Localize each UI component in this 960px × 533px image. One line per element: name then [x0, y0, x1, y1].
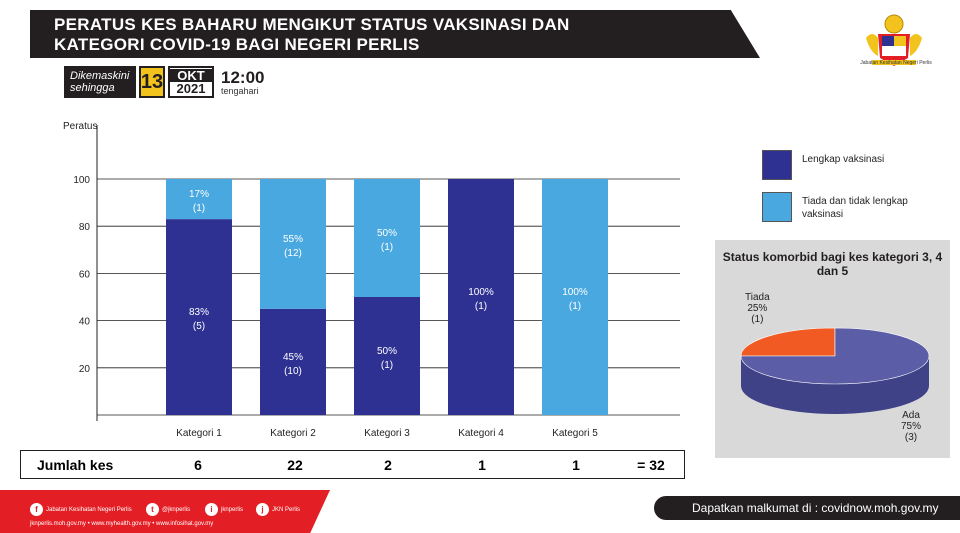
bar-3-series-2 [354, 179, 420, 297]
bar-3-series-2-pct: 50% [377, 228, 397, 239]
total-kategori-1: 6 [194, 456, 202, 473]
update-time-value: 12:00 [221, 67, 265, 87]
pie-label-tiada-name: Tiada [745, 292, 770, 303]
bar-4-series-1-pct: 100% [468, 287, 494, 298]
footer-info: Dapatkan malkumat di : covidnow.moh.gov.… [654, 496, 960, 520]
bar-3-series-2-count: (1) [381, 242, 393, 253]
bar-2-series-2-pct: 55% [283, 234, 303, 245]
total-kategori-5: 1 [572, 456, 580, 473]
bar-1-series-2 [166, 179, 232, 220]
totals-row: Jumlah kes 6 22 2 1 1 = 32 [20, 450, 685, 479]
social-facebook[interactable]: f Jabatan Kesihatan Negeri Perlis [30, 503, 132, 516]
facebook-icon: f [30, 503, 43, 516]
total-kategori-3: 2 [384, 456, 392, 473]
bar-1-series-2-count: (1) [193, 203, 205, 214]
totals-label: Jumlah kes [37, 456, 114, 473]
pie-label-ada: Ada 75% (3) [901, 410, 921, 443]
y-tick-label-80: 80 [79, 222, 91, 233]
twitter-icon: t [146, 503, 159, 516]
coat-of-arms-logo [866, 14, 922, 66]
pie-label-tiada-count: (1) [751, 314, 764, 325]
pie-side-ada [741, 356, 929, 414]
pie-label-tiada-pct: 25% [747, 303, 768, 314]
bar-3-series-1-count: (1) [381, 360, 393, 371]
update-label: Dikemaskini sehingga [64, 66, 136, 98]
social-twitter-text: @jknperlis [162, 506, 191, 513]
legend-label-lengkap: Lengkap vaksinasi [802, 154, 885, 165]
pie-label-ada-pct: 75% [901, 421, 922, 432]
x-tick-label-4: Kategori 4 [458, 428, 504, 439]
update-year: 2021 [176, 81, 206, 96]
pie-label-ada-count: (3) [904, 432, 918, 443]
y-tick-label-100: 100 [73, 175, 90, 186]
social-twitter[interactable]: t @jknperlis [146, 503, 190, 516]
legend-item-tiada: Tiada dan tidak lengkap vaksinasi [762, 192, 922, 222]
update-time-label: tengahari [221, 85, 259, 96]
bar-2-series-1-count: (10) [284, 366, 302, 377]
x-tick-label-5: Kategori 5 [552, 428, 598, 439]
comorbid-pie-panel: Status komorbid bagi kes kategori 3, 4 d… [715, 240, 950, 458]
legend-label-tiada: Tiada dan tidak lengkap vaksinasi [802, 196, 908, 220]
bar-1-series-1 [166, 219, 232, 415]
y-axis-label: Peratus [63, 121, 97, 132]
bar-3-series-1 [354, 297, 420, 415]
footer-links[interactable]: jknperlis.moh.gov.my • www.myhealth.gov.… [30, 521, 214, 527]
bar-4-series-1-count: (1) [475, 301, 487, 312]
y-tick-label-60: 60 [79, 269, 91, 280]
update-day: 13 [139, 66, 165, 98]
pie-slice-ada [740, 327, 930, 385]
total-kategori-2: 22 [287, 456, 303, 473]
bar-2-series-2-count: (12) [284, 248, 302, 259]
x-tick-label-3: Kategori 3 [364, 428, 410, 439]
y-tick-label-20: 20 [79, 364, 91, 375]
legend-swatch-tiada [762, 192, 792, 222]
bar-1-series-1-count: (5) [193, 321, 205, 332]
page-title-line1: PERATUS KES BAHARU MENGIKUT STATUS VAKSI… [54, 15, 570, 34]
bar-2-series-1 [260, 308, 326, 415]
chart-legend: Lengkap vaksinasi Tiada dan tidak lengka… [762, 150, 922, 234]
y-tick-label-40: 40 [79, 317, 91, 328]
page-title-line2: KATEGORI COVID-19 BAGI NEGERI PERLIS [54, 35, 420, 54]
social-facebook-text: Jabatan Kesihatan Negeri Perlis [46, 506, 132, 513]
social-instagram[interactable]: i jknperlis [205, 503, 243, 516]
legend-swatch-lengkap [762, 150, 792, 180]
pie-title: Status komorbid bagi kes kategori 3, 4 d… [722, 250, 943, 278]
total-sum: = 32 [637, 456, 665, 473]
pie-label-tiada: Tiada 25% (1) [745, 292, 770, 325]
update-label-line2: sehingga [70, 82, 115, 94]
update-badge: Dikemaskini sehingga 13 OKT 2021 12:00 t… [64, 66, 264, 98]
bar-1-series-2-pct: 17% [189, 189, 209, 200]
header-bar [30, 10, 760, 58]
logo-caption: Jabatan Kesihatan Negeri Perlis [860, 60, 932, 66]
social-instagram-text: jknperlis [221, 506, 244, 513]
jkn-icon: j [256, 503, 269, 516]
update-time: 12:00 tengahari [221, 69, 264, 96]
bar-5-series-2-count: (1) [569, 301, 581, 312]
legend-item-lengkap: Lengkap vaksinasi [762, 150, 922, 180]
update-month: OKT [170, 69, 212, 82]
pie-label-ada-name: Ada [902, 410, 920, 421]
bar-2-series-1-pct: 45% [283, 352, 303, 363]
pie-slice-tiada [740, 327, 836, 357]
update-label-line1: Dikemaskini [70, 70, 130, 82]
stacked-bar-chart: Peratus 20 40 60 80 100 83% (5) 17% (1) Kategori 1… [63, 121, 680, 439]
x-tick-label-2: Kategori 2 [270, 428, 316, 439]
bar-4-series-1 [448, 179, 514, 415]
bar-2-series-2 [260, 179, 326, 309]
bar-5-series-2-pct: 100% [562, 287, 588, 298]
comorbid-pie-chart [740, 327, 930, 414]
bar-5-series-2 [542, 179, 608, 415]
footer-social-bar [0, 490, 330, 533]
total-kategori-4: 1 [478, 456, 486, 473]
social-jkn[interactable]: j JKN Perlis [256, 503, 300, 516]
bar-3-series-1-pct: 50% [377, 346, 397, 357]
update-month-year: OKT 2021 [168, 66, 214, 98]
instagram-icon: i [205, 503, 218, 516]
social-jkn-text: JKN Perlis [272, 506, 301, 513]
bar-1-series-1-pct: 83% [189, 307, 209, 318]
x-tick-label-1: Kategori 1 [176, 428, 222, 439]
